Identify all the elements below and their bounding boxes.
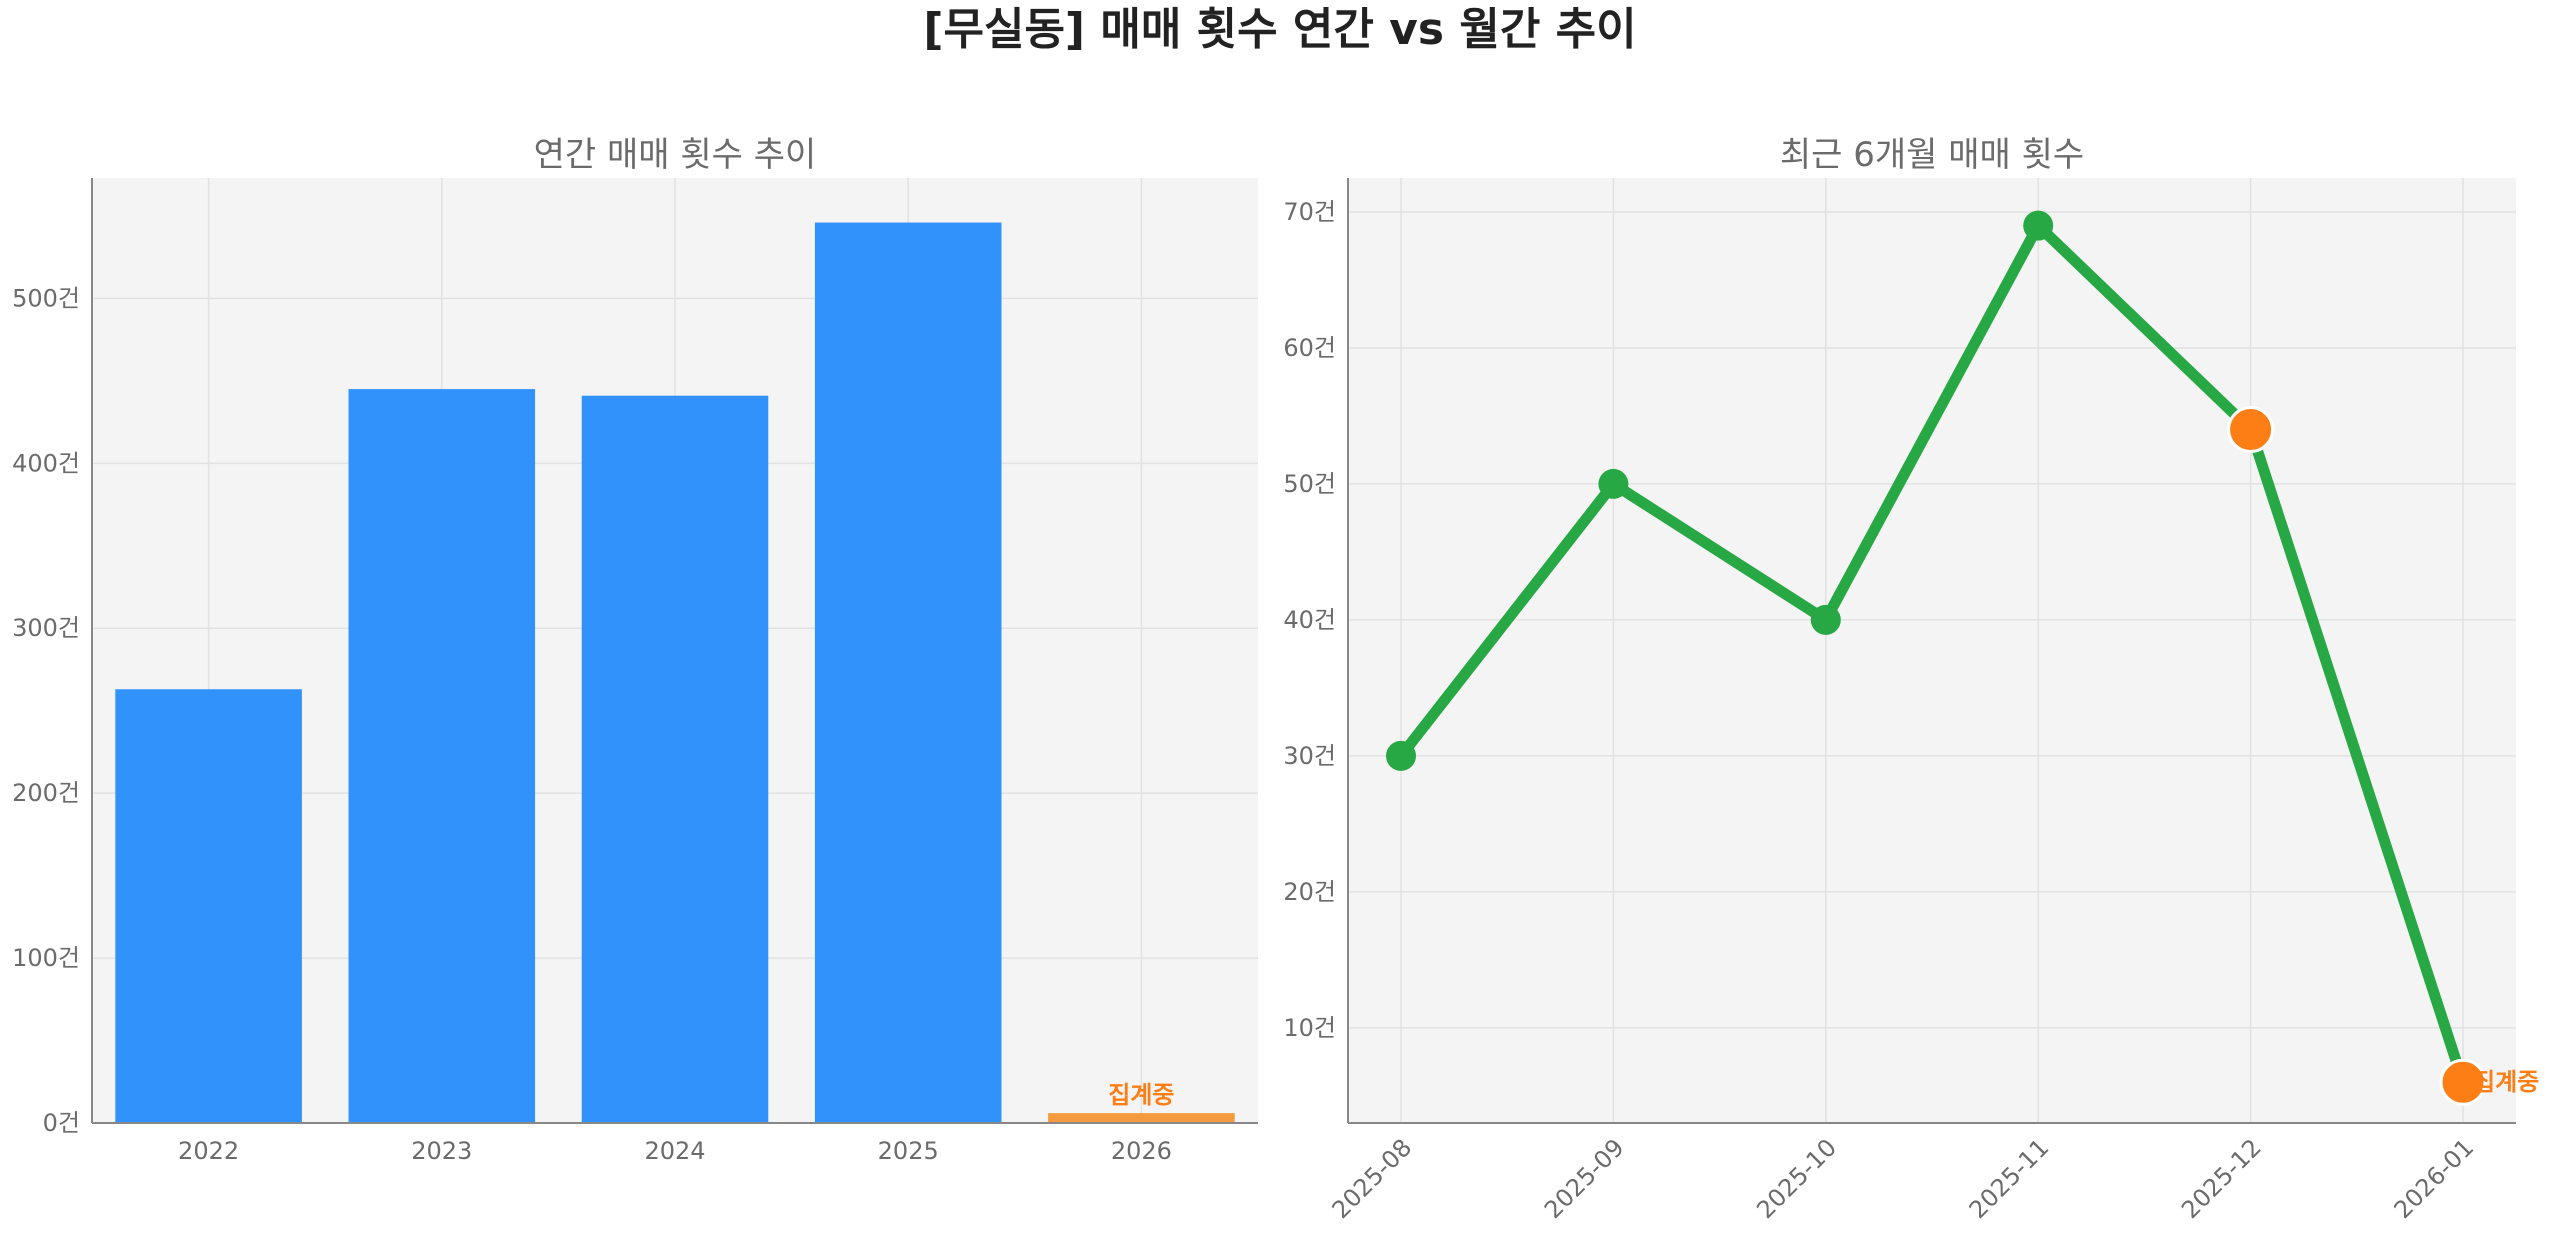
annotation-label: 집계중 [2473, 1068, 2539, 1096]
bar-2022 [115, 689, 302, 1123]
y-tick-label: 200건 [12, 779, 80, 807]
y-tick-label: 50건 [1283, 470, 1336, 498]
data-point-2025-10 [1810, 604, 1841, 635]
bar-chart-title: 연간 매매 횟수 추이 [534, 135, 817, 175]
series-line [1395, 220, 2469, 1088]
annotation-label: 집계중 [1108, 1081, 1174, 1109]
y-tick-label: 60건 [1283, 334, 1336, 362]
x-tick-label: 2026 [1111, 1137, 1172, 1165]
x-tick-label: 2023 [411, 1137, 472, 1165]
bar-2024 [581, 395, 769, 1123]
x-tick-label: 2025-10 [1751, 1133, 1842, 1224]
y-tick-label: 300건 [12, 614, 80, 642]
monthly-line-chart: 10건 20건 30건 40건 50건 60건 70건 2025-08 2025-09 2025-… [1283, 135, 2539, 1224]
x-tick-label: 2025 [878, 1137, 939, 1165]
y-tick-label: 70건 [1283, 198, 1336, 226]
bar-2026 [1048, 1113, 1235, 1123]
highlight-point-2026-01 [2439, 1058, 2487, 1106]
line-chart-title: 최근 6개월 매매 횟수 [1780, 135, 2084, 175]
data-point-2025-09 [1598, 468, 1629, 499]
annual-bar-chart: 0건 100건 200건 300건 400건 500건 2022 2023 2024 2025 20… [12, 135, 1258, 1165]
y-tick-label: 10건 [1283, 1014, 1336, 1042]
y-tick-label: 100건 [12, 944, 80, 972]
x-tick-label: 2025-12 [2176, 1133, 2267, 1224]
plot-background [1348, 178, 2516, 1123]
y-tick-label: 500건 [12, 284, 80, 312]
data-point-2025-08 [1386, 740, 1416, 771]
bar-2023 [348, 389, 536, 1123]
bar-2025 [814, 222, 1002, 1123]
x-tick-label: 2024 [644, 1137, 705, 1165]
y-tick-label: 20건 [1283, 878, 1336, 906]
y-tick-label: 30건 [1283, 742, 1336, 770]
x-tick-label: 2026-01 [2389, 1133, 2480, 1224]
x-tick-label: 2025-09 [1539, 1133, 1630, 1224]
x-tick-label: 2025-08 [1327, 1133, 1418, 1224]
highlight-point-2025-12 [2227, 406, 2275, 454]
data-point-2025-11 [2023, 210, 2054, 241]
x-tick-label: 2025-11 [1964, 1133, 2055, 1224]
y-tick-label: 0건 [43, 1109, 80, 1137]
x-tick-label: 2022 [178, 1137, 239, 1165]
y-tick-label: 400건 [12, 449, 80, 477]
main-title: [무실동] 매매 횟수 연간 vs 월간 추이 [923, 4, 1637, 55]
y-tick-label: 40건 [1283, 606, 1336, 634]
